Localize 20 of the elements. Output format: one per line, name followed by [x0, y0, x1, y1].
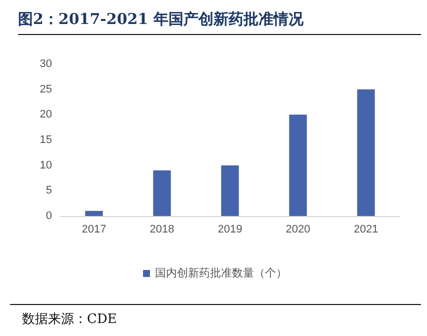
- y-tick-label: 25: [40, 83, 52, 96]
- bar: [153, 170, 171, 216]
- bar: [221, 165, 239, 216]
- bar: [357, 89, 375, 216]
- x-tick-label: 2018: [150, 224, 174, 236]
- x-tick-label: 2019: [218, 224, 242, 236]
- bar: [289, 114, 307, 216]
- x-tick-label: 2020: [286, 224, 310, 236]
- y-tick-label: 15: [40, 134, 52, 146]
- bar: [85, 210, 103, 216]
- y-tick-label: 20: [40, 108, 52, 121]
- chart-title: 图2：2017-2021 年国产创新药批准情况: [18, 10, 304, 29]
- y-tick-label: 0: [46, 210, 52, 222]
- source-note: 数据来源：CDE: [22, 311, 117, 328]
- y-tick-label: 30: [40, 58, 52, 70]
- y-tick-label: 10: [40, 159, 52, 172]
- legend-label: 国内创新药批准数量（个）: [155, 266, 287, 280]
- x-tick-label: 2017: [82, 224, 106, 236]
- x-tick-label: 2021: [354, 224, 378, 236]
- y-tick-label: 5: [46, 184, 52, 197]
